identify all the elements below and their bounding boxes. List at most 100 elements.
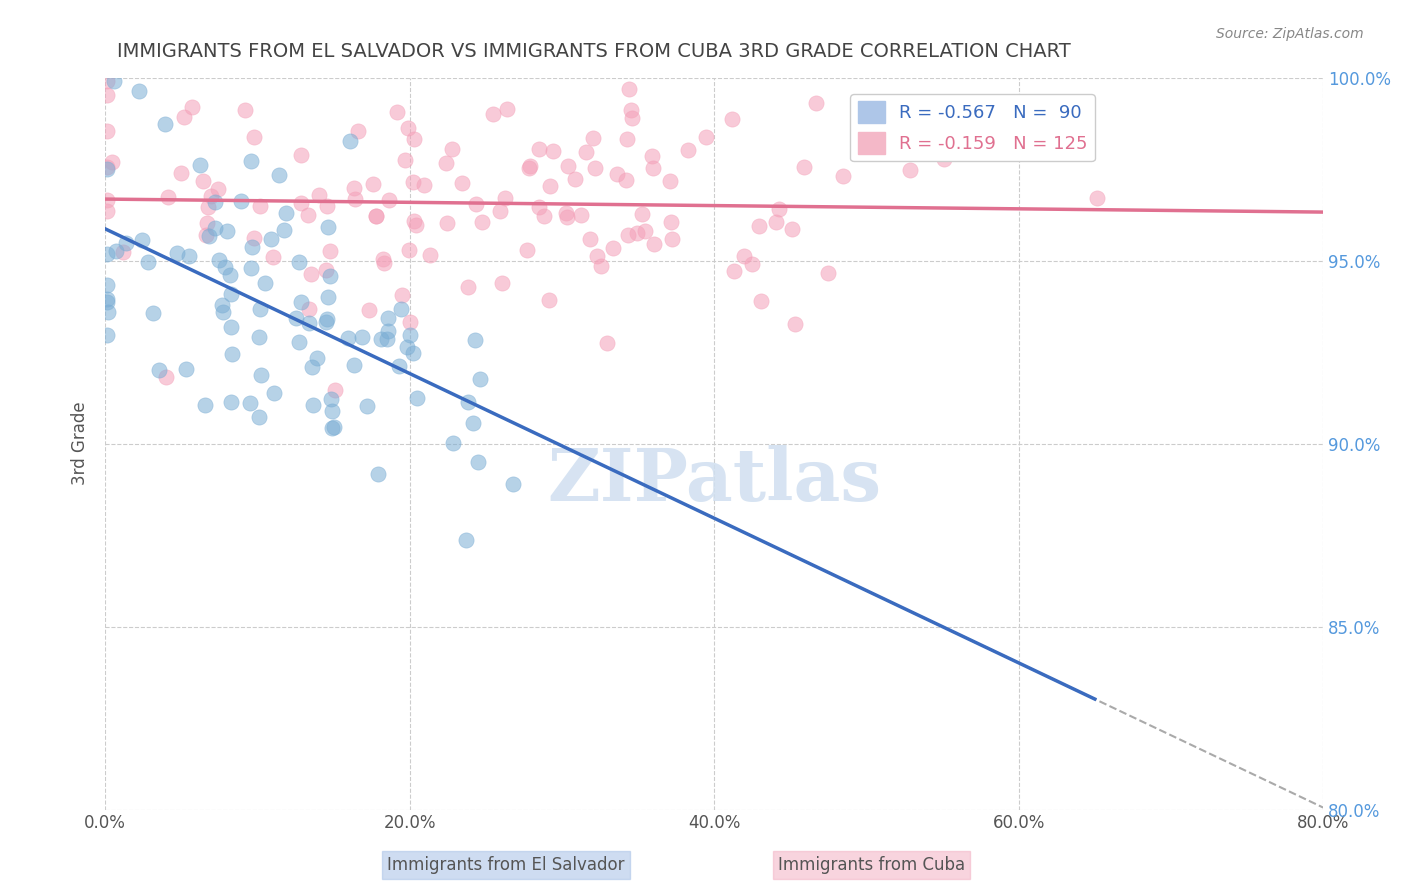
- Point: [441, 142, 464, 156]
- Point: [387, 104, 409, 119]
- Point: [640, 149, 662, 163]
- Point: [319, 244, 342, 259]
- Point: [402, 346, 425, 360]
- Point: [538, 293, 561, 307]
- Point: [208, 252, 231, 267]
- Point: [591, 259, 613, 273]
- Point: [343, 181, 366, 195]
- Point: [188, 158, 211, 172]
- Point: [582, 130, 605, 145]
- Point: [579, 232, 602, 246]
- Point: [290, 147, 312, 161]
- Legend: R = -0.567   N =  90, R = -0.159   N = 125: R = -0.567 N = 90, R = -0.159 N = 125: [851, 94, 1095, 161]
- Point: [361, 178, 384, 192]
- Point: [269, 168, 291, 182]
- Point: [321, 392, 343, 406]
- Text: IMMIGRANTS FROM EL SALVADOR VS IMMIGRANTS FROM CUBA 3RD GRADE CORRELATION CHART: IMMIGRANTS FROM EL SALVADOR VS IMMIGRANT…: [117, 42, 1071, 61]
- Point: [602, 241, 624, 255]
- Point: [343, 192, 366, 206]
- Point: [634, 224, 657, 238]
- Point: [616, 227, 638, 242]
- Point: [219, 319, 242, 334]
- Point: [733, 249, 755, 263]
- Point: [343, 358, 366, 372]
- Point: [101, 155, 124, 169]
- Point: [215, 224, 238, 238]
- Point: [405, 219, 427, 233]
- Point: [285, 311, 308, 326]
- Point: [339, 134, 361, 148]
- Point: [197, 200, 219, 214]
- Point: [366, 210, 388, 224]
- Point: [676, 143, 699, 157]
- Point: [519, 159, 541, 173]
- Point: [315, 199, 337, 213]
- Point: [263, 386, 285, 401]
- Point: [155, 369, 177, 384]
- Point: [214, 260, 236, 274]
- Point: [316, 290, 339, 304]
- Point: [233, 103, 256, 118]
- Point: [404, 132, 426, 146]
- Point: [298, 316, 321, 330]
- Point: [316, 219, 339, 234]
- Point: [142, 306, 165, 320]
- Point: [322, 419, 344, 434]
- Point: [441, 436, 464, 450]
- Point: [630, 207, 652, 221]
- Text: Source: ZipAtlas.com: Source: ZipAtlas.com: [1216, 27, 1364, 41]
- Point: [516, 243, 538, 257]
- Point: [482, 107, 505, 121]
- Point: [817, 266, 839, 280]
- Point: [297, 208, 319, 222]
- Point: [316, 311, 339, 326]
- Point: [373, 255, 395, 269]
- Point: [179, 249, 201, 263]
- Point: [229, 194, 252, 208]
- Point: [377, 194, 399, 208]
- Point: [555, 211, 578, 225]
- Point: [457, 279, 479, 293]
- Point: [617, 82, 640, 96]
- Point: [436, 216, 458, 230]
- Point: [302, 398, 325, 412]
- Point: [399, 328, 422, 343]
- Point: [200, 189, 222, 203]
- Point: [247, 329, 270, 343]
- Point: [337, 330, 360, 344]
- Point: [96, 162, 118, 177]
- Point: [221, 347, 243, 361]
- Point: [321, 404, 343, 418]
- Point: [156, 190, 179, 204]
- Point: [170, 166, 193, 180]
- Point: [96, 88, 118, 103]
- Point: [96, 124, 118, 138]
- Point: [494, 191, 516, 205]
- Point: [804, 96, 827, 111]
- Point: [364, 209, 387, 223]
- Point: [273, 223, 295, 237]
- Point: [260, 232, 283, 246]
- Point: [242, 130, 264, 145]
- Point: [749, 294, 772, 309]
- Point: [308, 188, 330, 202]
- Point: [783, 317, 806, 331]
- Point: [496, 103, 519, 117]
- Point: [898, 162, 921, 177]
- Point: [371, 252, 394, 266]
- Point: [721, 112, 744, 127]
- Point: [166, 245, 188, 260]
- Point: [583, 161, 606, 175]
- Point: [434, 156, 457, 170]
- Point: [221, 394, 243, 409]
- Point: [195, 216, 218, 230]
- Point: [538, 179, 561, 194]
- Point: [502, 476, 524, 491]
- Point: [219, 287, 242, 301]
- Point: [194, 228, 217, 243]
- Point: [262, 250, 284, 264]
- Point: [103, 74, 125, 88]
- Point: [489, 204, 512, 219]
- Text: Immigrants from El Salvador: Immigrants from El Salvador: [388, 856, 624, 874]
- Point: [290, 195, 312, 210]
